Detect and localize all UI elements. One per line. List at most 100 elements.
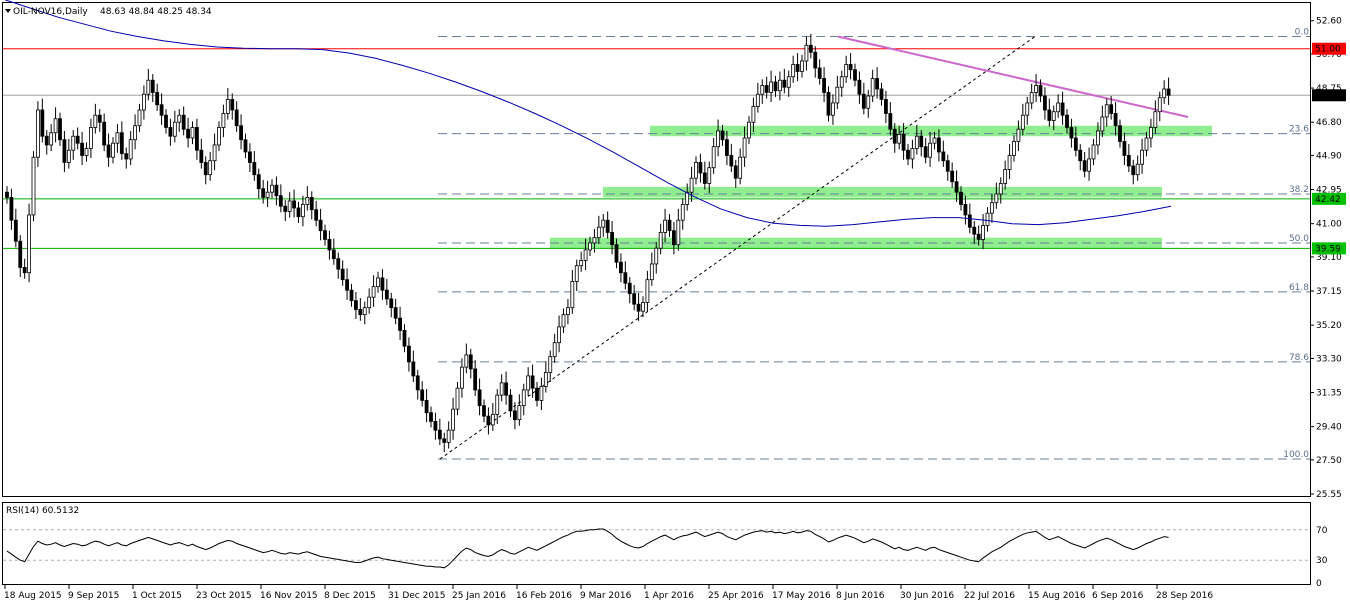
x-tick-label: 1 Oct 2015 bbox=[132, 591, 182, 601]
candle-body bbox=[1078, 149, 1083, 162]
candle-body bbox=[672, 230, 676, 246]
candle-body bbox=[168, 127, 173, 137]
candle-body bbox=[574, 265, 579, 282]
candle-body bbox=[195, 127, 199, 151]
price-tag-label: 51.00 bbox=[1315, 45, 1341, 55]
x-tick-label: 16 Feb 2016 bbox=[516, 591, 572, 601]
fib-label: 78.6 bbox=[1289, 353, 1309, 363]
candle-body bbox=[1122, 141, 1127, 156]
candle-body bbox=[844, 64, 849, 78]
candle-body bbox=[649, 263, 654, 281]
candle-body bbox=[159, 104, 164, 116]
candle-body bbox=[106, 144, 111, 158]
candle-body bbox=[358, 309, 363, 316]
x-tick-label: 25 Jan 2016 bbox=[452, 591, 506, 601]
candle-body bbox=[150, 79, 155, 93]
candle-body bbox=[596, 226, 601, 239]
fib-label: 0.0 bbox=[1295, 27, 1310, 37]
candle-body bbox=[495, 394, 500, 415]
price-tag bbox=[1312, 42, 1346, 55]
candle-body bbox=[31, 156, 36, 216]
candle-body bbox=[530, 375, 535, 389]
candle-body bbox=[53, 118, 58, 134]
candle-body bbox=[36, 109, 40, 158]
candle-body bbox=[1060, 102, 1065, 116]
candle-body bbox=[795, 64, 800, 72]
candle-body bbox=[588, 242, 592, 251]
candle-body bbox=[1144, 137, 1149, 151]
trend-lines bbox=[439, 35, 1189, 460]
candle-body bbox=[248, 151, 252, 163]
candle-body bbox=[371, 286, 376, 298]
candle-body bbox=[433, 420, 438, 431]
price-tag-label: 42.42 bbox=[1315, 195, 1341, 205]
candle-body bbox=[407, 345, 411, 363]
candle-body bbox=[181, 114, 186, 130]
candle-body bbox=[1069, 127, 1074, 139]
candle-body bbox=[543, 372, 548, 387]
candle-body bbox=[80, 142, 84, 156]
candle-body bbox=[579, 260, 584, 267]
candle-body bbox=[389, 298, 394, 309]
candle-body bbox=[804, 44, 809, 62]
candle-body bbox=[283, 205, 288, 212]
candle-body bbox=[526, 375, 531, 391]
candle-body bbox=[619, 261, 623, 274]
support-zone bbox=[603, 186, 1162, 198]
collapse-triangle-icon[interactable] bbox=[5, 9, 11, 13]
candle-body bbox=[1051, 111, 1056, 121]
candle-body bbox=[296, 207, 301, 218]
candle-body bbox=[44, 135, 49, 146]
x-tick-label: 8 Dec 2015 bbox=[324, 591, 376, 601]
candle-body bbox=[897, 134, 902, 144]
candle-body bbox=[66, 149, 71, 163]
candle-body bbox=[605, 219, 610, 233]
candle-body bbox=[256, 174, 261, 190]
candle-body bbox=[884, 99, 888, 114]
candle-body bbox=[601, 219, 606, 228]
x-tick-label: 8 Jun 2016 bbox=[836, 591, 885, 601]
candle-body bbox=[40, 109, 45, 137]
candle-body bbox=[1073, 137, 1078, 151]
candle-body bbox=[482, 405, 486, 417]
x-tick-label: 30 Jun 2016 bbox=[900, 591, 954, 601]
candle-body bbox=[919, 135, 924, 148]
moving-average bbox=[4, 0, 1172, 227]
x-tick-label: 15 Aug 2016 bbox=[1028, 591, 1086, 601]
candle-body bbox=[981, 225, 985, 240]
y-tick-label: 41.00 bbox=[1316, 220, 1342, 230]
candle-body bbox=[552, 342, 557, 358]
candle-body bbox=[93, 114, 98, 128]
support-zone bbox=[550, 237, 1162, 249]
candle-body bbox=[27, 214, 31, 274]
candle-body bbox=[398, 317, 402, 331]
candle-body bbox=[950, 170, 955, 183]
candle-body bbox=[1082, 160, 1087, 172]
fib-label: 50.0 bbox=[1289, 234, 1309, 244]
candle-body bbox=[336, 258, 341, 270]
candle-body bbox=[1157, 97, 1162, 113]
x-tick-label: 18 Aug 2015 bbox=[4, 591, 62, 601]
candle-body bbox=[1038, 85, 1043, 97]
candle-body bbox=[446, 429, 451, 443]
candle-body bbox=[142, 93, 146, 111]
candle-body bbox=[910, 148, 915, 160]
candle-body bbox=[861, 93, 866, 109]
candle-body bbox=[733, 165, 738, 179]
support-zones bbox=[550, 125, 1212, 249]
candle-body bbox=[137, 109, 142, 127]
candle-body bbox=[221, 113, 226, 128]
candle-body bbox=[839, 76, 844, 88]
candle-body bbox=[906, 149, 910, 160]
candle-body bbox=[1012, 141, 1016, 156]
candle-body bbox=[848, 64, 853, 71]
candle-body bbox=[627, 282, 632, 295]
candle-body bbox=[442, 438, 447, 443]
candle-body bbox=[1096, 130, 1100, 146]
candle-body bbox=[393, 307, 398, 319]
candle-body bbox=[928, 142, 932, 158]
x-tick-label: 9 Sep 2015 bbox=[68, 591, 119, 601]
candle-body bbox=[548, 356, 553, 373]
candle-body bbox=[614, 244, 619, 263]
time-axis: 18 Aug 2015 9 Sep 2015 1 Oct 2015 23 Oct 20… bbox=[4, 585, 1213, 601]
